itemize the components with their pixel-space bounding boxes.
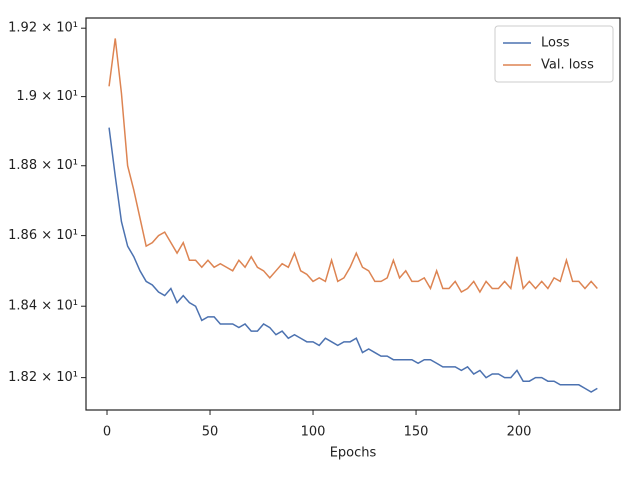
- y-tick-label: 1.9 × 10¹: [16, 89, 78, 104]
- x-tick-label: 150: [404, 425, 429, 440]
- y-tick-label: 1.92 × 10¹: [8, 21, 78, 36]
- x-tick-label: 0: [103, 425, 111, 440]
- series-line: [108, 38, 598, 294]
- series-line: [108, 127, 598, 393]
- y-tick-label: 1.82 × 10¹: [8, 370, 78, 385]
- y-tick-label: 1.88 × 10¹: [8, 158, 78, 173]
- legend-box: [494, 25, 614, 83]
- y-tick-label: 1.84 × 10¹: [8, 299, 78, 314]
- legend-label: Val. loss: [541, 58, 594, 73]
- x-tick-label: 100: [301, 425, 326, 440]
- legend-label: Loss: [541, 36, 570, 51]
- plot-frame: [85, 17, 621, 411]
- x-tick-label: 200: [507, 425, 532, 440]
- x-tick-label: 50: [202, 425, 219, 440]
- y-tick-label: 1.86 × 10¹: [8, 228, 78, 243]
- x-axis-label: Epochs: [330, 446, 377, 461]
